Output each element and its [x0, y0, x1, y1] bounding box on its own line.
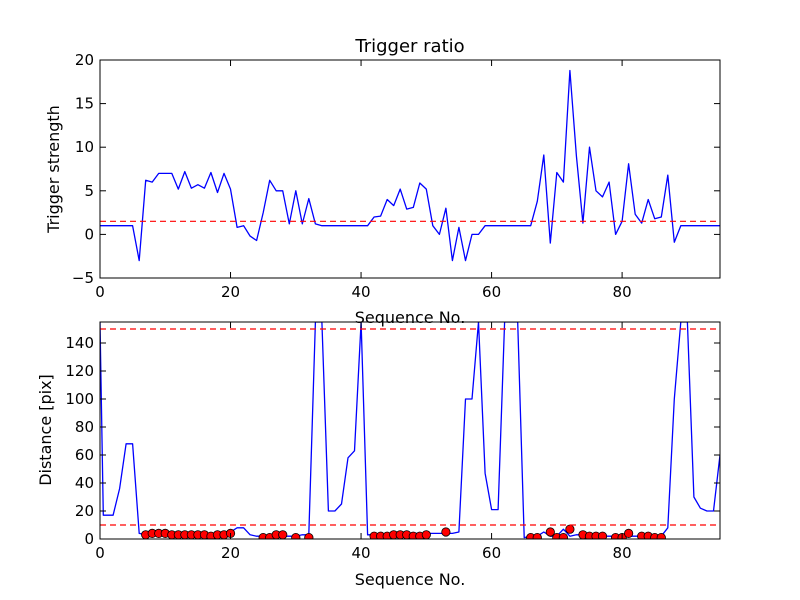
data-point [532, 533, 542, 539]
data-point [656, 533, 666, 539]
x-tick-label: 60 [482, 283, 501, 301]
data-point [278, 530, 288, 539]
x-tick-label: 60 [482, 544, 501, 562]
y-tick-label: 120 [65, 362, 94, 380]
y-axis-label: Distance [pix] [36, 374, 55, 486]
x-axis-label: Sequence No. [355, 308, 466, 327]
x-tick-label: 20 [221, 283, 240, 301]
y-tick-label: 0 [84, 530, 94, 548]
data-point [304, 533, 314, 539]
y-tick-label: 140 [65, 334, 94, 352]
y-tick-label: 0 [84, 225, 94, 243]
y-tick-label: 80 [75, 418, 94, 436]
data-point [291, 533, 301, 539]
data-point [624, 528, 634, 539]
data-point [565, 524, 575, 534]
x-tick-label: 20 [221, 544, 240, 562]
trigger-ratio-plot: Trigger ratio Sequence No. Trigger stren… [44, 36, 721, 327]
data-point [558, 533, 568, 539]
y-tick-label: 20 [75, 502, 94, 520]
data-point [597, 531, 608, 539]
x-tick-label: 0 [95, 544, 105, 562]
y-tick-label: 40 [75, 474, 94, 492]
plot-frame [99, 59, 721, 279]
x-tick-label: 0 [95, 283, 105, 301]
x-tick-label: 40 [352, 544, 371, 562]
x-axis-label: Sequence No. [355, 570, 466, 589]
y-tick-label: 60 [75, 446, 94, 464]
y-axis-label: Trigger strength [44, 105, 63, 234]
x-tick-label: 40 [352, 283, 371, 301]
series-line [100, 322, 720, 539]
data-point [441, 527, 451, 537]
distance-plot: Sequence No. Distance [pix] 0 20 40 60 80 0 20… [36, 321, 721, 589]
x-tick-label: 80 [613, 544, 632, 562]
plot-frame [99, 321, 721, 540]
y-tick-label: 10 [75, 138, 94, 156]
y-tick-label: 15 [75, 95, 94, 113]
data-point [545, 527, 555, 537]
series-line [100, 69, 720, 262]
y-tick-label: 100 [65, 390, 94, 408]
plot-area [100, 69, 720, 262]
y-tick-label: 5 [84, 182, 94, 200]
y-tick-label: −5 [72, 269, 94, 287]
plot-area [100, 322, 720, 539]
x-tick-label: 80 [613, 283, 632, 301]
chart-title: Trigger ratio [354, 36, 464, 57]
y-tick-label: 20 [75, 51, 94, 69]
data-point [421, 530, 431, 539]
